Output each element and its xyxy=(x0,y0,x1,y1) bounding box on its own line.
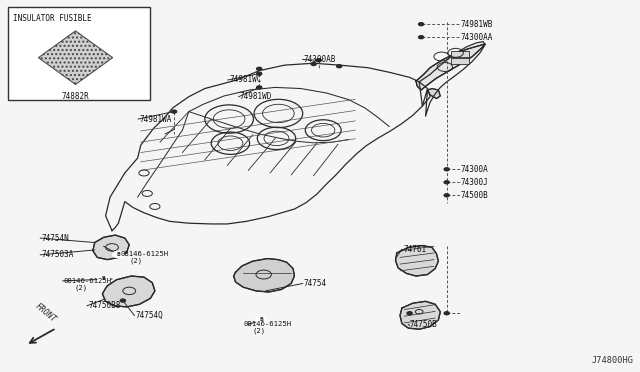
Text: 74882R: 74882R xyxy=(61,92,90,101)
Text: 74981WA: 74981WA xyxy=(140,115,172,124)
Text: 74300A: 74300A xyxy=(461,165,488,174)
Text: B: B xyxy=(259,317,263,323)
Text: 08146-6125H: 08146-6125H xyxy=(120,251,168,257)
Polygon shape xyxy=(416,44,485,90)
Circle shape xyxy=(407,312,412,315)
Circle shape xyxy=(113,251,124,258)
Text: (2): (2) xyxy=(253,328,266,334)
Bar xyxy=(451,51,469,57)
Text: 74754Q: 74754Q xyxy=(136,311,163,320)
Polygon shape xyxy=(400,301,440,329)
Text: INSULATOR FUSIBLE: INSULATOR FUSIBLE xyxy=(13,14,92,23)
Polygon shape xyxy=(234,259,294,292)
Circle shape xyxy=(257,67,262,70)
Circle shape xyxy=(120,299,125,302)
Polygon shape xyxy=(396,246,438,276)
Polygon shape xyxy=(38,31,113,84)
Bar xyxy=(451,58,469,64)
Text: 74761: 74761 xyxy=(403,245,426,254)
Circle shape xyxy=(444,312,449,315)
Circle shape xyxy=(444,194,449,197)
Text: 74981WB: 74981WB xyxy=(461,20,493,29)
Polygon shape xyxy=(102,276,155,307)
Text: J74800HG: J74800HG xyxy=(591,356,634,365)
Text: FRONT: FRONT xyxy=(34,302,58,324)
Text: 74300J: 74300J xyxy=(461,178,488,187)
Polygon shape xyxy=(93,235,129,260)
Text: 74981WC: 74981WC xyxy=(229,76,262,84)
Circle shape xyxy=(98,276,109,282)
Text: 747503A: 747503A xyxy=(42,250,74,259)
Circle shape xyxy=(316,59,321,62)
Circle shape xyxy=(444,181,449,184)
Polygon shape xyxy=(428,89,440,99)
Bar xyxy=(8,7,150,100)
Circle shape xyxy=(255,317,267,323)
Text: 08146-6125H: 08146-6125H xyxy=(64,278,112,284)
Text: 74754N: 74754N xyxy=(42,234,69,243)
Text: 74300AA: 74300AA xyxy=(461,33,493,42)
Text: (2): (2) xyxy=(129,258,143,264)
Circle shape xyxy=(419,23,424,26)
Text: 08146-6125H: 08146-6125H xyxy=(243,321,291,327)
Circle shape xyxy=(257,72,262,75)
Circle shape xyxy=(311,62,316,65)
Text: 74750B: 74750B xyxy=(410,320,437,329)
Circle shape xyxy=(257,86,262,89)
Text: 74754: 74754 xyxy=(304,279,327,288)
Text: 74750B8: 74750B8 xyxy=(88,301,121,310)
Circle shape xyxy=(172,110,177,113)
Text: 74500B: 74500B xyxy=(461,191,488,200)
Text: 74981WD: 74981WD xyxy=(240,92,273,101)
Circle shape xyxy=(419,36,424,39)
Text: 74300AB: 74300AB xyxy=(304,55,337,64)
Text: B: B xyxy=(116,252,120,257)
Text: (2): (2) xyxy=(74,284,88,291)
Circle shape xyxy=(444,168,449,171)
Text: B: B xyxy=(102,276,106,282)
Circle shape xyxy=(337,65,342,68)
